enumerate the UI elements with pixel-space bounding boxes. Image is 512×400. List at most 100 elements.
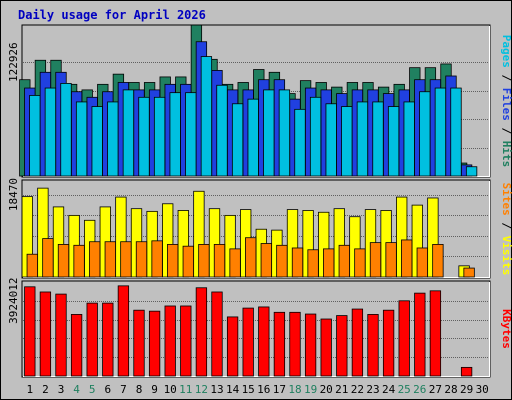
x-tick-label: 28	[444, 383, 457, 396]
pages-bar	[434, 87, 447, 177]
kbytes-bar	[289, 311, 301, 377]
kbytes-bar	[382, 309, 395, 377]
sites-bar	[151, 240, 163, 278]
sites-bar	[276, 244, 288, 278]
kbytes-bar	[70, 314, 83, 377]
legend-item-files: Files	[500, 88, 512, 121]
sites-bar	[120, 241, 132, 278]
sites-bar	[369, 242, 382, 278]
x-tick-label: 14	[226, 383, 240, 396]
legend-item-kbytes: KBytes	[500, 309, 512, 349]
x-tick-label: 20	[320, 383, 333, 396]
sites-bar	[42, 238, 54, 278]
series-kbytes	[24, 285, 473, 377]
x-tick-label: 27	[429, 383, 442, 396]
legend-kbytes: KBytes	[500, 309, 512, 349]
sites-bar	[416, 247, 428, 278]
legend-separator: /	[500, 68, 512, 88]
x-tick-label: 29	[460, 383, 473, 396]
sites-bar	[291, 247, 304, 278]
x-tick-label: 8	[136, 383, 143, 396]
pages-bar	[294, 108, 306, 177]
sites-bar	[198, 243, 210, 278]
sites-bar	[182, 245, 194, 278]
kbytes-bar	[320, 318, 332, 377]
kbytes-bar	[367, 314, 379, 377]
sites-bar	[26, 253, 38, 278]
x-tick-label: 25	[398, 383, 411, 396]
pages-bar	[465, 166, 478, 177]
series-pages	[29, 56, 478, 177]
kbytes-bar	[351, 308, 364, 377]
kbytes-bar	[86, 302, 98, 377]
pages-bar	[60, 83, 72, 177]
x-tick-label: 23	[366, 383, 379, 396]
x-tick-label: 26	[413, 383, 426, 396]
y-tick-label: 3924012	[7, 278, 20, 324]
legend-hits-files-pages: Pages / Files / Hits	[500, 35, 512, 168]
sites-bar	[338, 244, 350, 278]
sites-bar	[401, 239, 413, 278]
pages-bar	[44, 87, 57, 177]
pages-bar	[138, 96, 150, 177]
y-tick-label: 122926	[7, 42, 20, 82]
sites-bar	[307, 249, 319, 278]
legend-item-hits: Hits	[500, 141, 512, 168]
legend-item-sites: Sites	[500, 183, 512, 216]
pages-bar	[263, 89, 275, 177]
kbytes-bar	[258, 306, 270, 377]
sites-bar	[213, 243, 226, 278]
pages-bar	[325, 103, 337, 177]
pages-bar	[216, 84, 228, 177]
sites-bar	[354, 248, 366, 278]
kbytes-bar	[336, 315, 348, 377]
x-tick-label: 3	[58, 383, 65, 396]
y-tick-label: 18470	[7, 178, 20, 211]
legend-separator: /	[500, 216, 512, 236]
legend-item-pages: Pages	[500, 35, 512, 68]
x-tick-label: 16	[257, 383, 270, 396]
panel-kbytes: 3924012 KBytes	[7, 278, 512, 378]
panel-hits-files-pages: 122926 Pages / Files / Hits	[7, 24, 512, 178]
pages-bar	[387, 106, 400, 177]
kbytes-bar	[304, 313, 317, 377]
pages-bar	[309, 96, 322, 177]
pages-bar	[75, 101, 88, 177]
plot-area	[21, 280, 491, 378]
x-tick-label: 13	[210, 383, 223, 396]
kbytes-bar	[133, 309, 145, 377]
x-tick-label: 12	[195, 383, 208, 396]
legend-visits-sites: Sites / Visits	[500, 183, 512, 276]
pages-bar	[29, 95, 41, 177]
x-axis-day-labels: 1 2 3 4 5 6 7 8 9 10 11 12 13 14 15 16 17 18 19 20 21 22 23 24 2…	[26, 383, 488, 396]
kbytes-bar	[117, 285, 130, 377]
panel-visits-sites: 18470 Sites / Visits	[7, 178, 512, 279]
pages-bar	[185, 92, 197, 177]
x-tick-label: 18	[288, 383, 301, 396]
pages-bar	[450, 87, 462, 177]
pages-bar	[356, 101, 369, 177]
x-tick-label: 22	[351, 383, 364, 396]
pages-bar	[122, 89, 135, 177]
sites-bar	[323, 248, 335, 278]
x-tick-label: 17	[273, 383, 286, 396]
x-tick-label: 4	[73, 383, 80, 396]
sites-bar	[385, 242, 397, 278]
kbytes-bar	[429, 290, 442, 377]
x-tick-label: 24	[382, 383, 396, 396]
kbytes-bar	[195, 287, 208, 377]
chart-title: Daily usage for April 2026	[18, 8, 206, 22]
sites-bar	[432, 243, 444, 278]
sites-bar	[260, 243, 272, 278]
series-sites	[26, 237, 475, 278]
legend-separator: /	[500, 121, 512, 141]
sites-bar	[135, 241, 148, 278]
pages-bar	[341, 106, 353, 177]
sites-bar	[245, 237, 257, 278]
pages-bar	[231, 103, 244, 177]
sites-bar	[167, 243, 179, 278]
sites-bar	[57, 243, 70, 278]
kbytes-bar	[180, 305, 192, 377]
kbytes-bar	[211, 291, 223, 377]
